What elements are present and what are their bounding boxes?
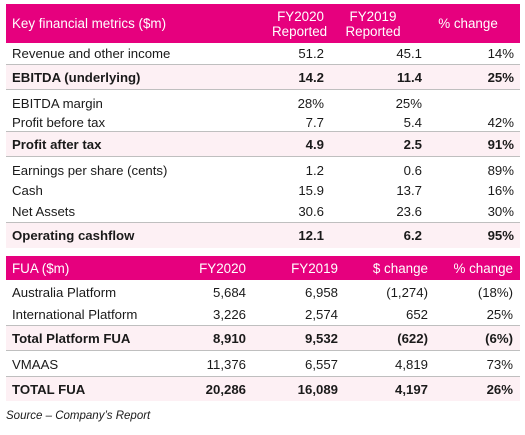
key-financial-metrics-table: Key financial metrics ($m) FY2020 Report…	[6, 4, 520, 248]
header-fua: FUA ($m)	[12, 260, 70, 276]
header-metric: Key financial metrics ($m)	[12, 16, 167, 31]
row-divider	[6, 64, 520, 65]
cell-change: 42%	[487, 114, 514, 130]
cell-fy2020: 8,910	[212, 330, 246, 346]
row-divider	[6, 376, 520, 377]
row-label: Profit after tax	[12, 136, 102, 152]
cell-percent-change: 73%	[486, 356, 513, 372]
cell-fy2020: 28%	[297, 95, 324, 111]
cell-fy2020: 1.2	[305, 162, 324, 178]
table-row: Cash 15.9 13.7 16%	[6, 180, 520, 200]
row-divider	[6, 156, 520, 157]
cell-fy2019: 45.1	[396, 46, 422, 61]
cell-fy2020: 12.1	[298, 228, 324, 243]
cell-percent-change: 26%	[486, 381, 513, 397]
table-row: Profit after tax 4.9 2.5 91%	[6, 132, 520, 156]
cell-fy2020: 30.6	[298, 203, 324, 219]
row-label: Australia Platform	[12, 284, 117, 300]
row-label: Revenue and other income	[12, 46, 171, 61]
row-divider	[6, 350, 520, 351]
header-percent-change: % change	[453, 260, 513, 276]
cell-fy2020: 7.7	[305, 114, 324, 130]
cell-dollar-change: 652	[405, 306, 428, 322]
cell-fy2019: 6,958	[304, 284, 338, 300]
source-note: Source – Company’s Report	[6, 410, 151, 422]
table-header: FUA ($m) FY2020 FY2019 $ change % change	[6, 256, 520, 280]
cell-change: 25%	[487, 69, 514, 85]
cell-fy2020: 15.9	[298, 182, 324, 198]
cell-fy2020: 3,226	[212, 306, 246, 322]
cell-change: 16%	[487, 182, 514, 198]
row-label: Total Platform FUA	[12, 330, 131, 346]
table-row: EBITDA (underlying) 14.2 11.4 25%	[6, 65, 520, 89]
table-row: VMAAS 11,376 6,557 4,819 73%	[6, 352, 520, 376]
cell-fy2019: 25%	[395, 95, 422, 111]
row-label: Profit before tax	[12, 114, 106, 130]
table-row: International Platform 3,226 2,574 652 2…	[6, 303, 520, 325]
table-header: Key financial metrics ($m) FY2020 Report…	[6, 4, 520, 43]
row-divider	[6, 131, 520, 132]
table-row: EBITDA margin 28% 25%	[6, 93, 520, 113]
row-label: EBITDA (underlying)	[12, 69, 141, 85]
cell-fy2020: 14.2	[298, 69, 324, 85]
cell-fy2020: 51.2	[298, 46, 324, 61]
cell-fy2019: 2,574	[304, 306, 338, 322]
cell-fy2020: 20,286	[205, 381, 246, 397]
table-row: Total Platform FUA 8,910 9,532 (622) (6%…	[6, 326, 520, 350]
cell-fy2019: 2.5	[403, 136, 422, 152]
cell-dollar-change: (622)	[397, 330, 428, 346]
cell-change: 14%	[487, 46, 514, 61]
cell-fy2019: 6,557	[304, 356, 338, 372]
header-fy2019: FY2019	[291, 260, 338, 276]
row-label: EBITDA margin	[12, 95, 103, 111]
header-fy2020: FY2020 Reported	[272, 8, 328, 39]
cell-dollar-change: 4,197	[394, 381, 428, 397]
table-row: Australia Platform 5,684 6,958 (1,274) (…	[6, 281, 520, 303]
row-label: Net Assets	[12, 203, 76, 219]
cell-dollar-change: 4,819	[394, 356, 428, 372]
row-label: TOTAL FUA	[12, 381, 86, 397]
cell-fy2019: 6.2	[403, 228, 422, 243]
cell-percent-change: (18%)	[477, 284, 513, 300]
header-fy2019: FY2019 Reported	[345, 8, 401, 39]
cell-change: 91%	[487, 136, 514, 152]
cell-fy2019: 0.6	[403, 162, 422, 178]
header-dollar-change: $ change	[372, 260, 428, 276]
cell-change: 30%	[487, 203, 514, 219]
cell-fy2019: 5.4	[403, 114, 422, 130]
cell-change: 95%	[487, 228, 514, 243]
cell-fy2019: 11.4	[397, 69, 422, 85]
cell-dollar-change: (1,274)	[386, 284, 428, 300]
table-row: Operating cashflow 12.1 6.2 95%	[6, 223, 520, 248]
row-divider	[6, 222, 520, 223]
cell-fy2020: 4.9	[305, 136, 324, 152]
row-label: VMAAS	[12, 356, 59, 372]
table-row: Net Assets 30.6 23.6 30%	[6, 200, 520, 222]
cell-fy2020: 11,376	[206, 356, 246, 372]
cell-fy2019: 16,089	[297, 381, 338, 397]
fua-table: FUA ($m) FY2020 FY2019 $ change % change…	[6, 256, 520, 401]
cell-fy2019: 13.7	[396, 182, 422, 198]
row-divider	[6, 89, 520, 90]
row-label: International Platform	[12, 306, 138, 322]
cell-change: 89%	[487, 162, 514, 178]
table-row: TOTAL FUA 20,286 16,089 4,197 26%	[6, 377, 520, 401]
cell-fy2020: 5,684	[212, 284, 246, 300]
row-divider	[6, 325, 520, 326]
table-row: Profit before tax 7.7 5.4 42%	[6, 113, 520, 131]
table-row: Earnings per share (cents) 1.2 0.6 89%	[6, 160, 520, 180]
table-row: Revenue and other income 51.2 45.1 14%	[6, 43, 520, 64]
header-fy2020: FY2020	[199, 260, 246, 276]
cell-fy2019: 9,532	[304, 330, 338, 346]
row-label: Operating cashflow	[12, 228, 135, 243]
row-label: Cash	[12, 182, 43, 198]
row-label: Earnings per share (cents)	[12, 162, 168, 178]
header-change: % change	[438, 16, 498, 31]
cell-percent-change: (6%)	[485, 330, 513, 346]
cell-percent-change: 25%	[486, 306, 513, 322]
cell-fy2019: 23.6	[396, 203, 422, 219]
